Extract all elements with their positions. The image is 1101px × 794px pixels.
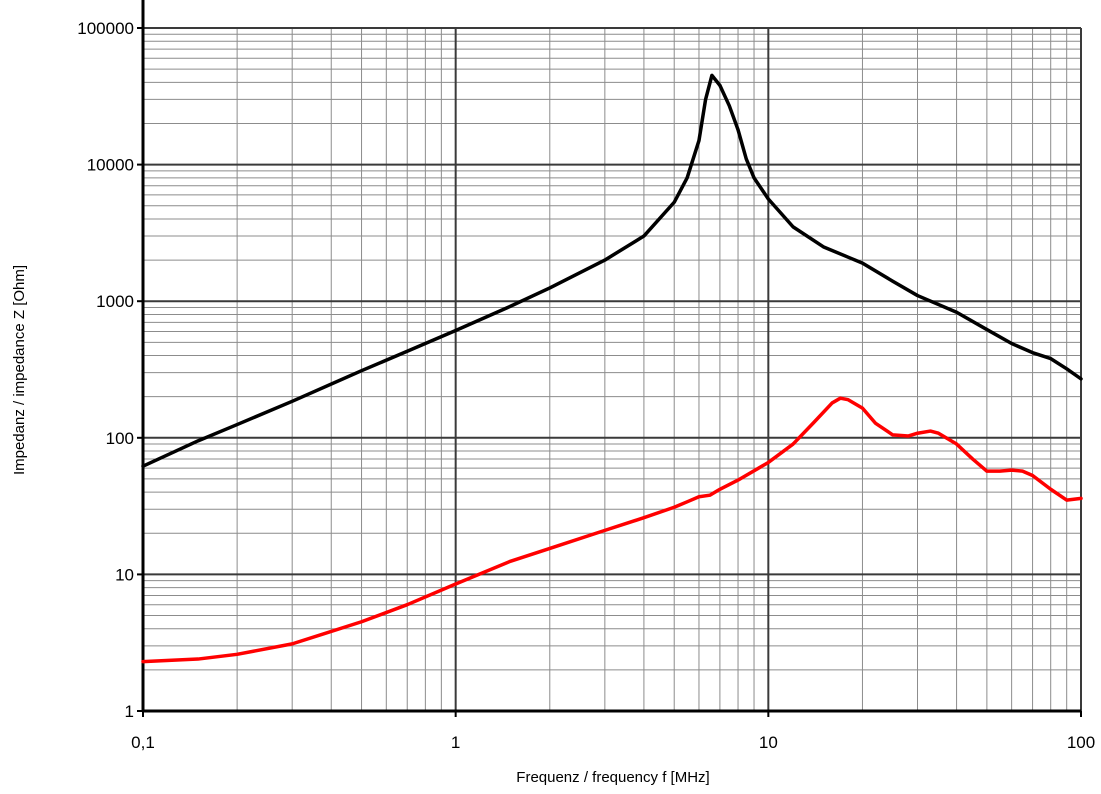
y-tick-label: 10000 <box>87 156 134 175</box>
y-axis-title: Impedanz / impedance Z [Ohm] <box>11 265 28 475</box>
x-axis-title: Frequenz / frequency f [MHz] <box>516 769 709 786</box>
x-tick-label: 10 <box>759 733 778 752</box>
y-tick-label: 100000 <box>77 19 134 38</box>
series-layer <box>141 73 1083 664</box>
y-tick-label: 1000 <box>96 292 134 311</box>
y-tick-label: 1 <box>125 702 134 721</box>
x-tick-labels: 0,1 1 10 100 <box>131 733 1095 752</box>
y-tick-label: 100 <box>106 429 134 448</box>
major-grid <box>137 0 1082 717</box>
x-tick-label: 100 <box>1067 733 1095 752</box>
y-tick-label: 10 <box>115 565 134 584</box>
series-line-1 <box>141 73 1083 468</box>
series-line-2 <box>141 396 1083 664</box>
x-tick-label: 1 <box>451 733 460 752</box>
x-tick-label: 0,1 <box>131 733 155 752</box>
y-tick-labels: 1 10 100 1000 10000 100000 <box>77 19 134 721</box>
minor-grid <box>143 28 1081 711</box>
